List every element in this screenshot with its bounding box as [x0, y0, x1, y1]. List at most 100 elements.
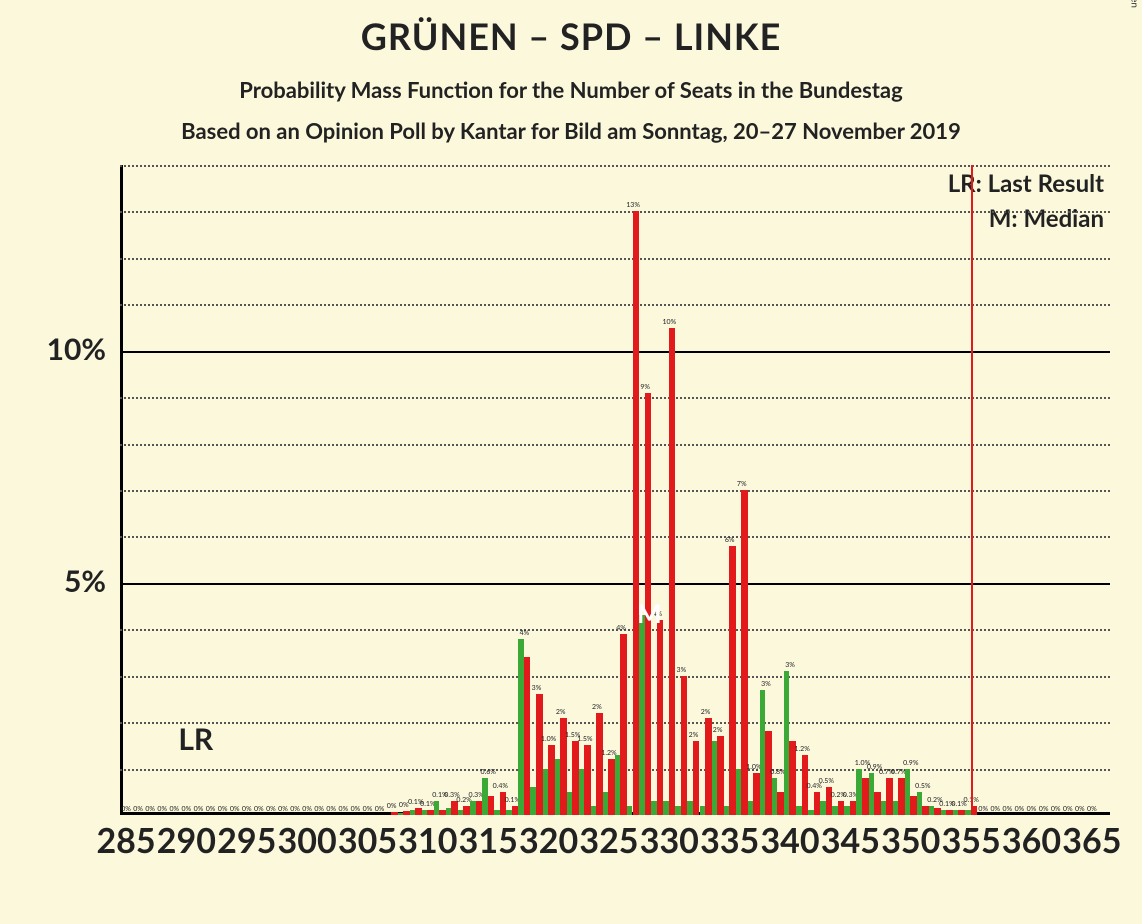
bar-red	[946, 810, 953, 815]
plot-area: LR: Last Result M: Median 5%10%0%0%0%0%0…	[120, 165, 1110, 815]
chart-subtitle-2: Based on an Opinion Poll by Kantar for B…	[0, 117, 1142, 144]
bar-value-label: 0%	[230, 805, 240, 813]
bar-red	[669, 328, 676, 816]
bar-value-label: 0%	[1087, 805, 1097, 813]
bar-value-label: 1.5%	[577, 735, 592, 743]
y-tick-label: 10%	[36, 331, 106, 367]
x-tick-label: 295	[217, 820, 276, 861]
median-line	[971, 165, 973, 815]
bar-red	[657, 620, 664, 815]
bar-value-label: 0%	[254, 805, 264, 813]
bar-value-label: 7%	[737, 480, 747, 488]
x-axis-labels: 2852902953003053103153203253303353403453…	[120, 820, 1110, 880]
bar-red	[584, 745, 591, 815]
bar-red	[814, 792, 821, 815]
bar-value-label: 2%	[701, 708, 711, 716]
gridline-minor	[120, 536, 1110, 538]
bar-value-label: 6%	[725, 536, 735, 544]
bar-value-label: 3%	[532, 684, 542, 692]
bar-value-label: 0.6%	[481, 768, 496, 776]
x-tick-label: 330	[640, 820, 699, 861]
chart-container: GRÜNEN – SPD – LINKE Probability Mass Fu…	[0, 0, 1142, 924]
bar-red	[838, 801, 845, 815]
bar-red	[874, 792, 881, 815]
bar-value-label: 0%	[169, 805, 179, 813]
gridline-major	[120, 583, 1110, 585]
x-tick-label: 345	[821, 820, 880, 861]
gridline-minor	[120, 629, 1110, 631]
gridline-minor	[120, 676, 1110, 678]
bar-value-label: 0%	[302, 805, 312, 813]
bar-value-label: 0%	[266, 805, 276, 813]
bar-red	[886, 778, 893, 815]
bar-value-label: 0.9%	[903, 759, 918, 767]
x-tick-label: 285	[96, 820, 155, 861]
bar-red	[922, 806, 929, 815]
x-tick-label: 365	[1062, 820, 1121, 861]
chart-title: GRÜNEN – SPD – LINKE	[0, 0, 1142, 58]
x-tick-label: 335	[700, 820, 759, 861]
m-marker: M	[637, 597, 662, 629]
bar-value-label: 0%	[218, 805, 228, 813]
copyright-text: © 2021 Filip van Laenen	[1128, 0, 1140, 8]
bar-red	[512, 806, 519, 815]
x-tick-label: 320	[519, 820, 578, 861]
bar-value-label: 0%	[133, 805, 143, 813]
bar-red	[536, 694, 543, 815]
bar-value-label: 0%	[326, 805, 336, 813]
bar-red	[548, 745, 555, 815]
bar-red	[753, 773, 760, 815]
bar-red	[415, 808, 422, 815]
lr-marker: LR	[178, 721, 213, 757]
gridline-minor	[120, 165, 1110, 167]
bar-value-label: 4%	[520, 629, 530, 637]
bar-value-label: 0%	[978, 805, 988, 813]
bar-red	[476, 801, 483, 815]
bar-red	[862, 778, 869, 815]
x-tick-label: 360	[1002, 820, 1061, 861]
bar-value-label: 1.0%	[541, 735, 556, 743]
bar-value-label: 0%	[194, 805, 204, 813]
bar-value-label: 0%	[121, 805, 131, 813]
bar-value-label: 0%	[278, 805, 288, 813]
bar-value-label: 3%	[785, 661, 795, 669]
bar-red	[850, 801, 857, 815]
bar-value-label: 2%	[713, 726, 723, 734]
bar-red	[488, 796, 495, 815]
bar-value-label: 4%	[616, 624, 626, 632]
bar-value-label: 1.2%	[794, 745, 809, 753]
bar-value-label: 0%	[1039, 805, 1049, 813]
bar-red	[391, 812, 398, 815]
x-tick-label: 315	[459, 820, 518, 861]
bar-red	[596, 713, 603, 815]
bar-value-label: 0%	[1015, 805, 1025, 813]
bar-value-label: 0%	[1051, 805, 1061, 813]
bar-value-label: 0.5%	[915, 782, 930, 790]
gridline-minor	[120, 211, 1110, 213]
bar-value-label: 3%	[761, 680, 771, 688]
bar-value-label: 9%	[640, 383, 650, 391]
bar-value-label: 0%	[182, 805, 192, 813]
bar-red	[898, 778, 905, 815]
bar-value-label: 0%	[387, 802, 397, 810]
bar-red	[608, 759, 615, 815]
y-tick-label: 5%	[36, 563, 106, 599]
x-tick-label: 290	[157, 820, 216, 861]
bar-red	[705, 718, 712, 816]
bar-red	[777, 792, 784, 815]
gridline-major	[120, 351, 1110, 353]
bar-red	[633, 211, 640, 815]
bar-value-label: 0%	[1075, 805, 1085, 813]
bar-value-label: 0%	[363, 805, 373, 813]
bar-red	[729, 546, 736, 815]
bar-value-label: 0%	[1003, 805, 1013, 813]
bar-value-label: 0.4%	[493, 782, 508, 790]
x-tick-label: 305	[338, 820, 397, 861]
gridline-minor	[120, 397, 1110, 399]
bar-value-label: 0%	[314, 805, 324, 813]
bar-red	[427, 810, 434, 815]
bar-value-label: 0%	[157, 805, 167, 813]
x-tick-label: 340	[760, 820, 819, 861]
gridline-minor	[120, 258, 1110, 260]
bar-red	[717, 736, 724, 815]
